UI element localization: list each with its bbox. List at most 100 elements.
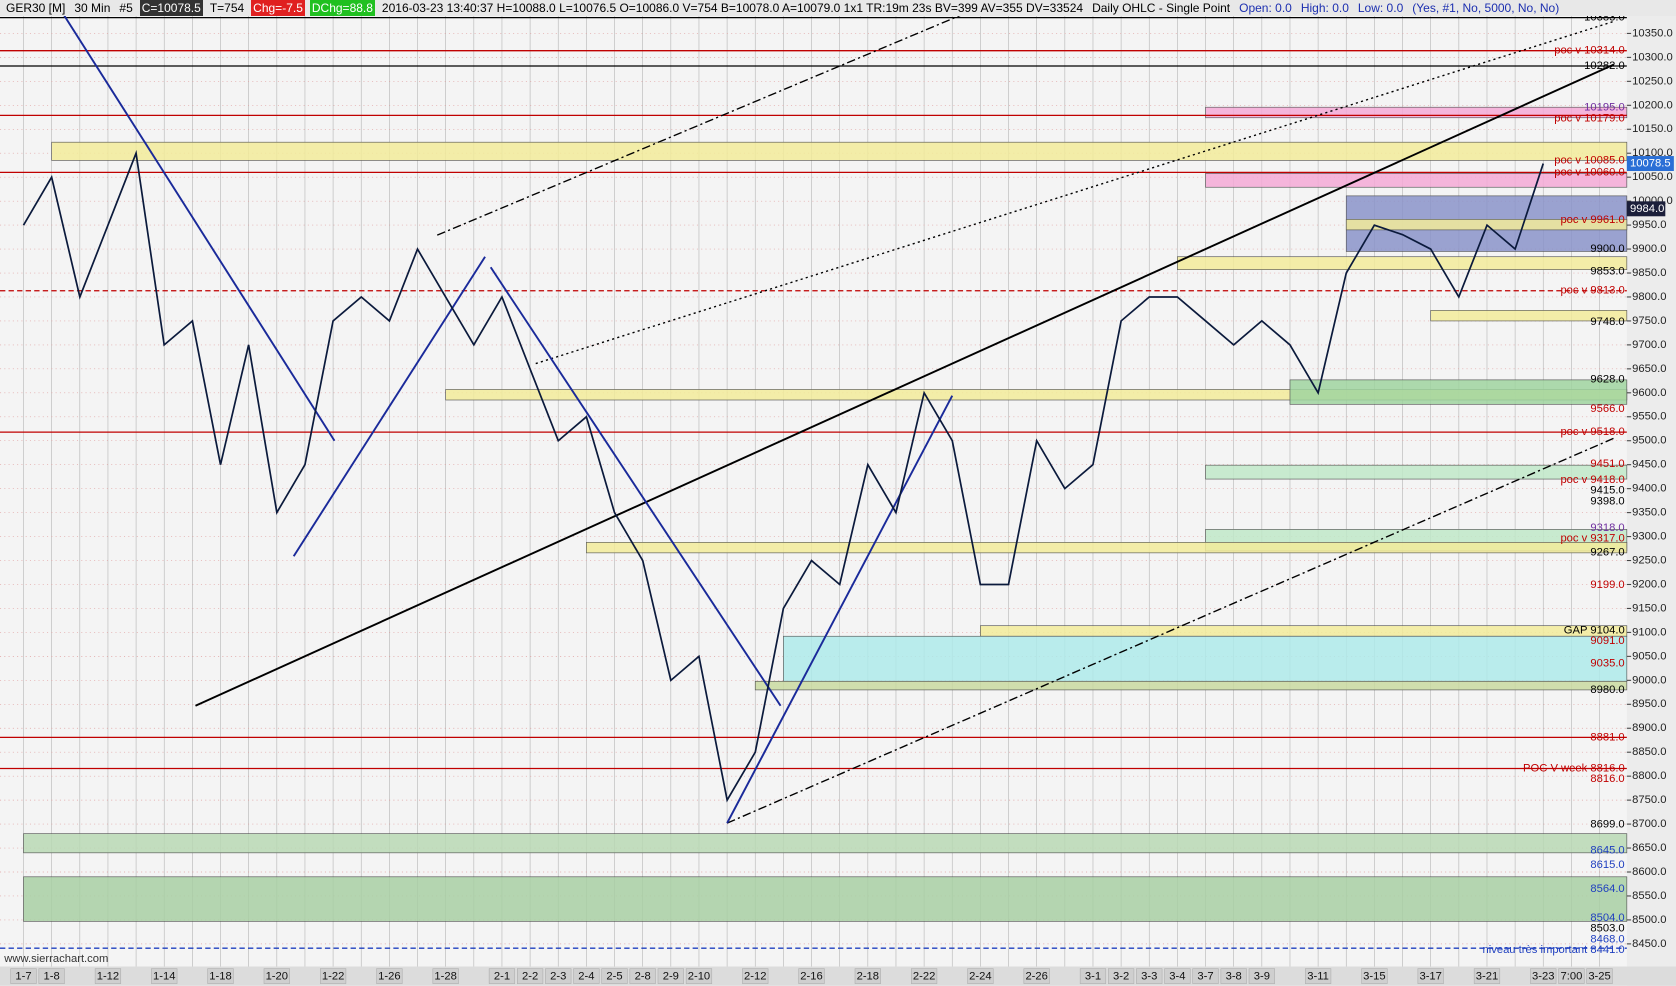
zone bbox=[980, 625, 1628, 637]
y-tick-label: 9400.0 bbox=[1632, 483, 1666, 495]
x-tick-box bbox=[601, 968, 628, 984]
y-tick-label: 9700.0 bbox=[1632, 339, 1666, 351]
x-tick-box bbox=[911, 968, 938, 984]
level-label: 8615.0 bbox=[1590, 859, 1624, 871]
x-tick-label: 2-22 bbox=[913, 971, 935, 983]
x-tick-box bbox=[263, 968, 290, 984]
header-field: T=754 bbox=[209, 1, 245, 15]
y-tick-label: 9250.0 bbox=[1632, 554, 1666, 566]
level-label: poc v 10179.0 bbox=[1554, 112, 1624, 124]
y-tick-label: 9800.0 bbox=[1632, 291, 1666, 303]
level-label: 10282.0 bbox=[1584, 60, 1625, 72]
x-tick-label: 2-16 bbox=[800, 971, 822, 983]
x-tick-box bbox=[320, 968, 347, 984]
level-label: poc v 9418.0 bbox=[1560, 474, 1624, 486]
level-label: poc v 9961.0 bbox=[1560, 214, 1624, 226]
x-tick-label: 1-18 bbox=[209, 971, 231, 983]
x-tick-box bbox=[798, 968, 825, 984]
y-tick-label: 9950.0 bbox=[1632, 219, 1666, 231]
level-label: 8504.0 bbox=[1590, 912, 1624, 924]
x-tick-box bbox=[10, 968, 37, 984]
y-tick-label: 9650.0 bbox=[1632, 363, 1666, 375]
x-tick-label: 1-8 bbox=[44, 971, 60, 983]
y-tick-label: 9750.0 bbox=[1632, 315, 1666, 327]
zone bbox=[1205, 106, 1628, 119]
header-field: High: 0.0 bbox=[1300, 1, 1349, 15]
trendline bbox=[489, 266, 782, 707]
grid bbox=[0, 15, 1627, 967]
x-tick-label: 2-26 bbox=[1025, 971, 1047, 983]
footer: www.sierrachart.com bbox=[3, 953, 108, 965]
x-tick-box bbox=[207, 968, 234, 984]
x-tick-box bbox=[573, 968, 600, 984]
header-field: DChg=88.8 bbox=[309, 0, 375, 16]
level-label: GAP 9104.0 bbox=[1564, 624, 1625, 636]
last-price: 10078.5 bbox=[1630, 157, 1671, 169]
y-tick-label: 8900.0 bbox=[1632, 722, 1666, 734]
x-tick-label: 1-12 bbox=[97, 971, 119, 983]
zone bbox=[1177, 256, 1628, 270]
x-tick-label: 1-20 bbox=[266, 971, 288, 983]
level-label: 9748.0 bbox=[1590, 316, 1624, 328]
trendline bbox=[63, 14, 336, 442]
x-tick-box bbox=[1558, 968, 1585, 984]
x-tick-label: 2-4 bbox=[578, 971, 594, 983]
levels bbox=[0, 16, 1627, 949]
x-tick-box bbox=[1417, 968, 1444, 984]
zone bbox=[1289, 379, 1628, 405]
level-label: poc v 9317.0 bbox=[1560, 533, 1624, 545]
last-price-box bbox=[1626, 156, 1674, 172]
level-label: 9398.0 bbox=[1590, 495, 1624, 507]
header-field: Open: 0.0 bbox=[1239, 1, 1292, 15]
x-tick-label: 3-3 bbox=[1141, 971, 1157, 983]
zone bbox=[1430, 310, 1628, 322]
x-tick-label: 2-1 bbox=[494, 971, 510, 983]
y-tick-label: 8950.0 bbox=[1632, 698, 1666, 710]
price-axis bbox=[1626, 15, 1676, 986]
y-tick-label: 9600.0 bbox=[1632, 387, 1666, 399]
marker-label: 9984.0 bbox=[1630, 203, 1664, 215]
header-field: 2016-03-23 13:40:37 H=10088.0 L=10076.5 … bbox=[381, 1, 1084, 15]
x-tick-label: 1-26 bbox=[378, 971, 400, 983]
level-label: 9318.0 bbox=[1590, 522, 1624, 534]
x-tick-label: 3-15 bbox=[1363, 971, 1385, 983]
level-label: niveau très important 8441.0 bbox=[1482, 944, 1624, 956]
x-tick-box bbox=[1079, 968, 1107, 984]
x-tick-box bbox=[517, 968, 544, 984]
level-label: 8468.0 bbox=[1590, 933, 1624, 945]
y-tick-label: 8750.0 bbox=[1632, 794, 1666, 806]
zone bbox=[1205, 464, 1628, 480]
zone bbox=[51, 141, 1628, 161]
x-tick-label: 3-8 bbox=[1226, 971, 1242, 983]
level-label: 9566.0 bbox=[1590, 403, 1624, 415]
level-label: 8503.0 bbox=[1590, 923, 1624, 935]
y-tick-label: 9300.0 bbox=[1632, 531, 1666, 543]
x-tick-label: 2-2 bbox=[522, 971, 538, 983]
level-label: 9628.0 bbox=[1590, 373, 1624, 385]
x-tick-label: 1-14 bbox=[153, 971, 175, 983]
x-tick-label: 7:00 bbox=[1560, 971, 1582, 983]
level-label: 8564.0 bbox=[1590, 883, 1624, 895]
level-label: 8699.0 bbox=[1590, 819, 1624, 831]
x-tick-box bbox=[545, 968, 572, 984]
x-tick-box bbox=[657, 968, 684, 984]
x-tick-label: 3-1 bbox=[1085, 971, 1101, 983]
x-tick-label: 2-9 bbox=[663, 971, 679, 983]
y-tick-label: 8700.0 bbox=[1632, 818, 1666, 830]
level-label: poc v 10314.0 bbox=[1554, 45, 1624, 57]
x-tick-label: 3-2 bbox=[1113, 971, 1129, 983]
zones bbox=[23, 106, 1628, 922]
x-tick-box bbox=[376, 968, 403, 984]
x-tick-label: 2-12 bbox=[744, 971, 766, 983]
level-label: 8980.0 bbox=[1590, 684, 1624, 696]
y-tick-label: 9100.0 bbox=[1632, 626, 1666, 638]
x-tick-box bbox=[1361, 968, 1388, 984]
header-field: Chg=-7.5 bbox=[251, 0, 305, 16]
header-field: #5 bbox=[119, 1, 133, 15]
x-tick-box bbox=[432, 968, 459, 984]
level-label: 10195.0 bbox=[1584, 102, 1625, 114]
y-tick-label: 9550.0 bbox=[1632, 411, 1666, 423]
header: GER30 [M] 30 Min #5 C=10078.5 T=754 Chg=-7.5 D… bbox=[0, 0, 1676, 16]
y-tick-label: 9000.0 bbox=[1632, 674, 1666, 686]
